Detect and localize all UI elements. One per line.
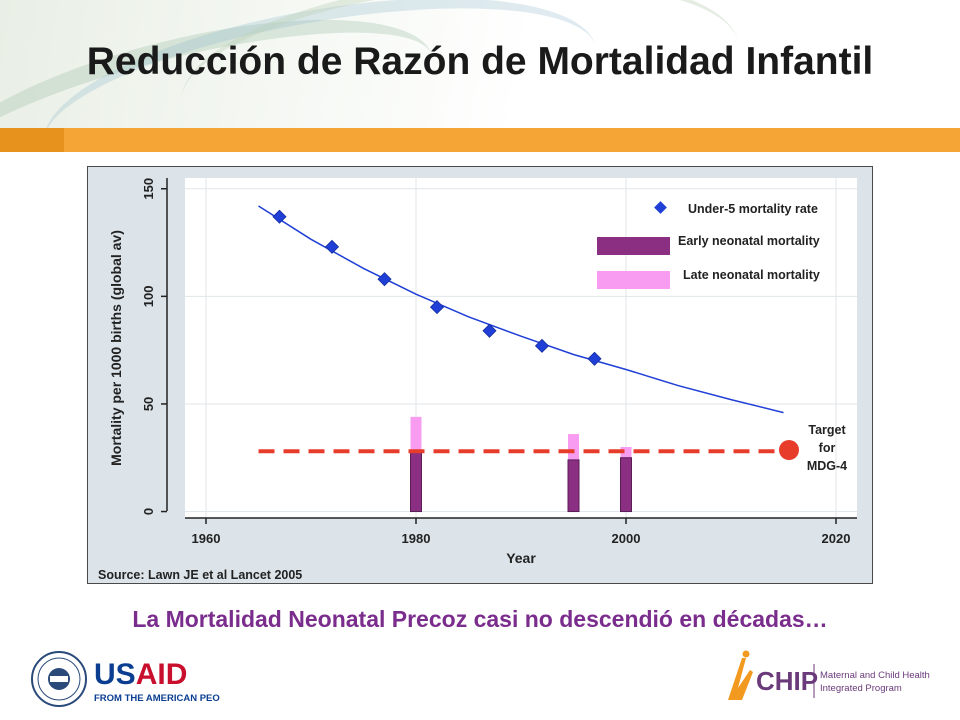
chip-logo: CHIP Maternal and Child Health Integrate… [728,650,930,700]
y-tick-label: 150 [141,178,156,200]
early-neonatal-bar [567,459,580,513]
x-tick-label: 2000 [612,531,641,546]
under5-trend-group [258,205,784,414]
under5-point [534,338,550,353]
chip-tagline-line1: Maternal and Child Health [820,670,930,681]
late-neonatal-bar [410,416,422,452]
usaid-tagline: FROM THE AMERICAN PEOPLE [94,693,220,704]
neonatal-bars [410,416,632,513]
x-axis-title: Year [506,550,536,566]
legend-label-late: Late neonatal mortality [683,268,820,282]
target-annotation: Target for MDG-4 [779,423,847,473]
ticks: 1960 1980 2000 2020 0 50 100 150 [141,178,850,546]
mortality-chart: 1960 1980 2000 2020 0 50 100 150 Year Mortality… [98,178,857,582]
chip-wordmark: CHIP [756,666,818,696]
under5-point [587,351,602,366]
target-label-line3: MDG-4 [807,459,847,473]
x-tick-label: 2020 [822,531,851,546]
y-tick-label: 50 [141,397,156,411]
title-divider-bar [0,128,960,152]
usaid-wordmark: USAID [94,658,187,691]
divider-accent [0,128,64,152]
y-tick-label: 100 [141,286,156,308]
under5-point [429,300,445,315]
plot-area [185,178,857,518]
x-tick-label: 1980 [402,531,431,546]
x-tick-label: 1960 [192,531,221,546]
legend-swatch-late [597,271,670,289]
page-title: Reducción de Razón de Mortalidad Infanti… [86,40,874,83]
late-neonatal-bar [620,446,632,458]
axes [166,178,857,519]
early-neonatal-bar [410,450,422,513]
under5-points [272,209,602,366]
y-axis-title: Mortality per 1000 births (global av) [108,230,124,466]
y-tick-label: 0 [141,508,156,515]
legend-label-under5: Under-5 mortality rate [688,202,818,216]
header-background [0,0,960,128]
late-neonatal-bar [568,434,579,460]
legend-label-early: Early neonatal mortality [678,234,820,248]
under5-trend-line [258,205,784,414]
legend-swatch-early [597,237,670,255]
under5-point [272,209,287,224]
chip-mark-icon [728,658,753,700]
chart-source: Source: Lawn JE et al Lancet 2005 [98,568,302,582]
target-label-line1: Target [808,423,846,437]
early-neonatal-bar [620,457,632,513]
slide-caption: La Mortalidad Neonatal Precoz casi no de… [132,606,828,632]
target-marker [779,440,799,460]
under5-point [482,323,497,338]
under5-point [377,272,392,287]
target-label-line2: for [819,441,836,455]
under5-point [324,239,340,254]
chip-tagline-line2: Integrated Program [820,683,902,694]
usaid-logo: USAID FROM THE AMERICAN PEOPLE [31,651,220,707]
